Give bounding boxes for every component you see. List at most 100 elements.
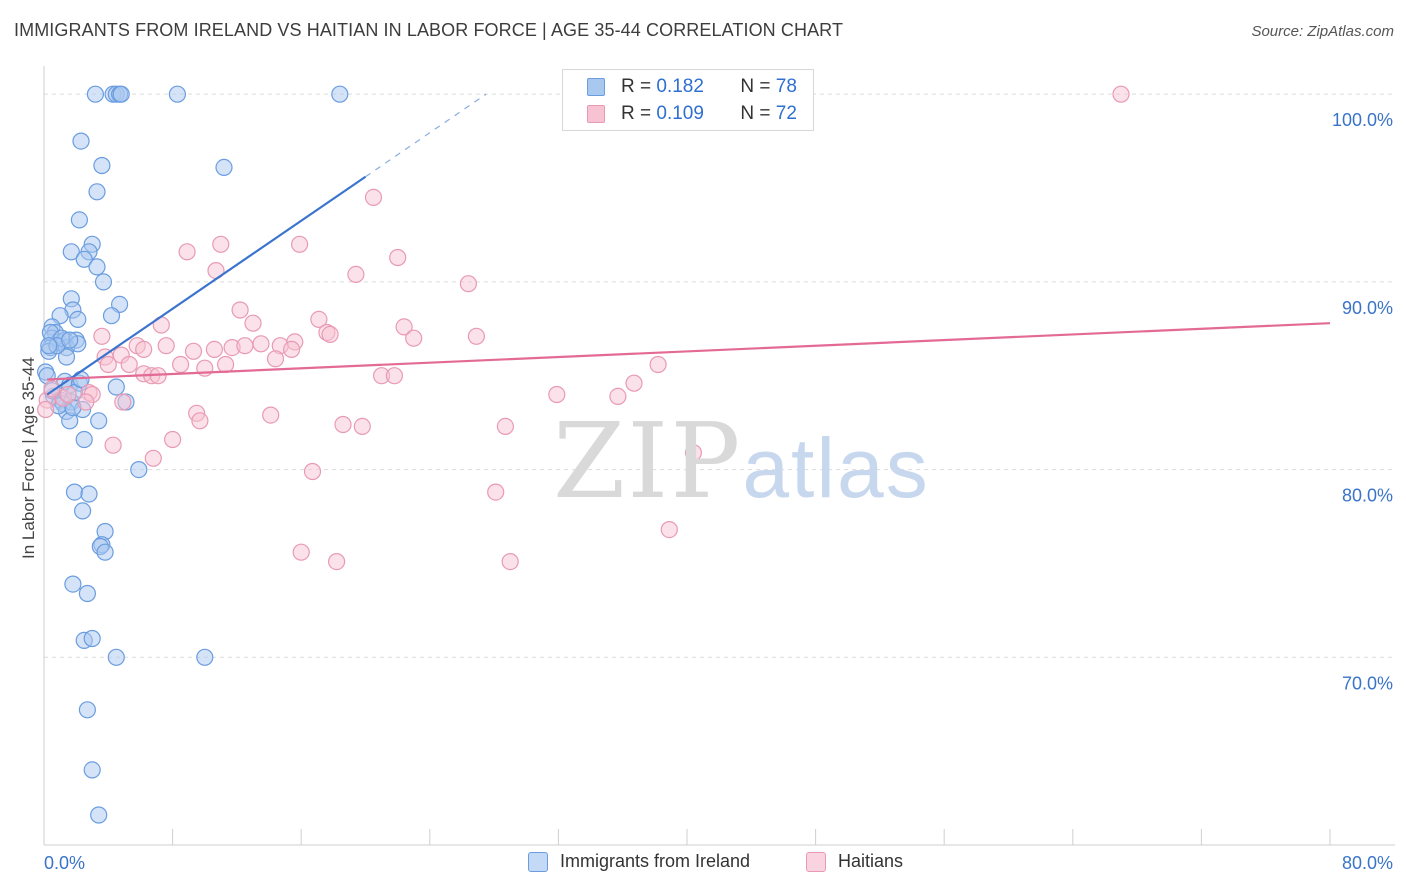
watermark-atlas: atlas <box>742 421 930 515</box>
data-point-ireland <box>88 258 106 276</box>
series-ireland-points <box>36 85 349 824</box>
y-tick-label: 70.0% <box>1342 673 1393 693</box>
data-point-ireland <box>88 183 106 201</box>
series-legend: Immigrants from Ireland Haitians <box>0 851 1406 877</box>
x-tick-labels: 0.0% 80.0% <box>44 853 1393 873</box>
data-point-haitians <box>364 188 383 206</box>
data-point-haitians <box>178 243 196 261</box>
data-point-haitians <box>252 335 270 353</box>
data-point-ireland <box>57 348 76 366</box>
data-point-haitians <box>501 552 519 571</box>
data-point-ireland <box>90 412 108 430</box>
data-point-haitians <box>283 340 301 358</box>
data-point-ireland <box>72 132 90 150</box>
data-point-haitians <box>660 520 678 539</box>
data-point-haitians <box>93 327 111 345</box>
data-point-ireland <box>62 243 80 261</box>
data-point-ireland <box>70 211 89 229</box>
data-point-haitians <box>310 310 328 328</box>
data-point-haitians <box>389 248 407 267</box>
data-point-ireland <box>93 156 111 175</box>
y-tick-labels: 100.0% 90.0% 80.0% 70.0% <box>1332 110 1393 693</box>
legend-item-ireland: Immigrants from Ireland <box>528 851 750 872</box>
data-point-haitians <box>292 543 310 561</box>
data-point-haitians <box>157 337 175 355</box>
data-point-haitians <box>205 340 223 358</box>
data-point-ireland <box>78 584 97 603</box>
data-point-haitians <box>212 235 230 253</box>
data-point-haitians <box>99 355 117 374</box>
data-point-haitians <box>303 462 322 481</box>
data-point-haitians <box>321 325 339 343</box>
data-point-ireland <box>61 331 79 349</box>
y-axis-label: In Labor Force | Age 35-44 <box>19 357 38 559</box>
data-point-haitians <box>347 265 365 283</box>
stats-legend: R = 0.182 N = 78 R = 0.109 N = 72 <box>562 69 814 131</box>
trend-line-ireland-extension <box>365 93 487 178</box>
data-point-haitians <box>43 380 61 398</box>
data-point-ireland <box>107 378 125 396</box>
trend-lines <box>46 93 1331 396</box>
y-tick-label: 80.0% <box>1342 486 1393 506</box>
data-point-haitians <box>191 412 209 430</box>
data-point-haitians <box>334 415 352 434</box>
data-point-ireland <box>86 85 105 103</box>
data-point-haitians <box>291 235 309 253</box>
trend-line-ireland <box>46 175 367 396</box>
data-point-haitians <box>217 355 235 374</box>
data-point-haitians <box>144 449 162 467</box>
data-point-haitians <box>649 355 667 374</box>
data-point-ireland <box>215 158 233 176</box>
legend-n-label: N = <box>740 76 771 97</box>
legend-r-value: 0.109 <box>656 103 704 124</box>
watermark-zip: ZIP <box>553 400 743 522</box>
legend-r-label: R = <box>621 76 652 97</box>
data-point-haitians <box>405 329 423 347</box>
data-point-ireland <box>78 701 97 719</box>
data-point-haitians <box>120 355 138 374</box>
data-point-haitians <box>59 385 77 404</box>
data-point-haitians <box>496 417 514 435</box>
data-point-haitians <box>114 393 132 411</box>
legend-row-ireland: R = 0.182 N = 78 <box>587 74 797 100</box>
data-point-ireland <box>168 85 186 103</box>
data-point-ireland <box>65 483 84 501</box>
gridlines <box>44 93 1395 658</box>
data-point-haitians <box>184 342 203 360</box>
data-point-haitians <box>77 393 95 411</box>
legend-r-value: 0.182 <box>656 76 704 97</box>
legend-row-haitians: R = 0.109 N = 72 <box>587 101 797 127</box>
y-tick-label: 90.0% <box>1342 298 1393 318</box>
data-point-ireland <box>83 629 101 648</box>
legend-swatch-ireland <box>528 851 548 872</box>
data-point-ireland <box>40 337 58 355</box>
legend-swatch-ireland <box>587 78 605 96</box>
legend-n-value: 72 <box>775 103 797 124</box>
data-point-ireland <box>107 648 125 666</box>
data-point-haitians <box>459 275 477 293</box>
data-point-ireland <box>75 250 93 268</box>
data-point-haitians <box>236 337 254 355</box>
data-point-haitians <box>1112 85 1130 103</box>
legend-label-ireland: Immigrants from Ireland <box>560 851 751 871</box>
data-point-ireland <box>331 85 349 103</box>
data-point-ireland <box>64 575 82 593</box>
trend-line-haitians <box>47 322 1331 381</box>
data-point-haitians <box>684 444 703 462</box>
data-point-haitians <box>385 367 403 385</box>
legend-label-haitians: Haitians <box>838 851 904 871</box>
data-point-haitians <box>135 340 153 358</box>
data-point-haitians <box>353 417 371 435</box>
data-point-ireland <box>94 273 113 291</box>
axes <box>43 66 1395 846</box>
data-point-ireland <box>130 461 148 479</box>
series-haitians-points <box>36 85 1130 571</box>
data-point-ireland <box>83 761 101 779</box>
watermark: ZIPatlas <box>553 400 930 522</box>
data-point-ireland <box>69 310 87 328</box>
data-point-ireland <box>75 430 93 449</box>
y-tick-label: 100.0% <box>1332 110 1393 130</box>
source-credit: Source: ZipAtlas.com <box>1251 23 1394 40</box>
data-point-haitians <box>467 327 485 345</box>
